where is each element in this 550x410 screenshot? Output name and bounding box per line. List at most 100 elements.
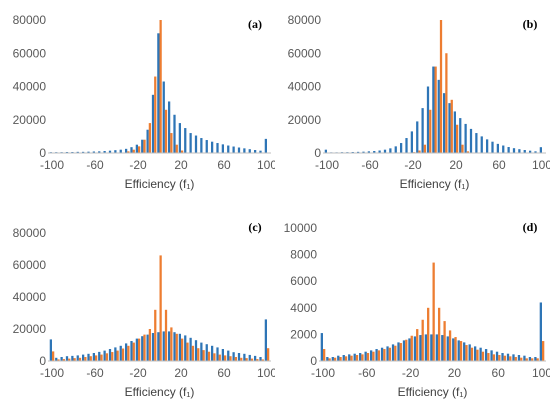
bar-d-s1--5: [424, 334, 428, 361]
bar-c-s2-55: [218, 354, 221, 361]
bar-b-s1--5: [426, 86, 430, 153]
bar-b-s1-65: [502, 145, 505, 153]
bar-d-s2-65: [503, 355, 506, 361]
bar-d-s2-60: [498, 355, 501, 361]
bar-c-s2--100: [52, 351, 55, 361]
bar-c-s2-75: [240, 357, 243, 361]
bar-b-s1-0: [432, 66, 435, 153]
bar-b-s1-50: [485, 139, 489, 153]
bar-a-s1-30: [189, 133, 192, 153]
y-tick-label-c: 80000: [13, 226, 47, 240]
bar-d-s2--45: [383, 349, 386, 361]
bar-c-s2-80: [245, 358, 248, 361]
bar-c-s2--55: [100, 354, 103, 361]
bar-c-s2--25: [132, 342, 135, 361]
bar-c-s2-50: [213, 353, 216, 361]
bar-a-s1--20: [135, 144, 138, 153]
x-axis-title-d: Efficiency (f₁): [398, 385, 468, 399]
bar-a-s1-50: [210, 141, 214, 153]
bar-a-s1--15: [141, 139, 144, 153]
bar-c-s1-40: [200, 342, 203, 361]
bar-b-s2--15: [418, 150, 421, 153]
bar-c-s2-40: [202, 350, 205, 361]
bar-a-s1--5: [151, 94, 155, 153]
bar-a-s1-55: [216, 143, 219, 153]
bar-d-s1-90: [528, 357, 532, 361]
x-tick-label-c: -100: [40, 366, 64, 380]
bar-d-s2-50: [487, 353, 490, 361]
bar-d-s1-15: [446, 336, 449, 361]
bar-d-s1--40: [386, 346, 389, 361]
bar-c-s2-10: [170, 327, 173, 361]
bar-d-s2--35: [394, 345, 397, 361]
bar-d-s2--95: [328, 358, 331, 361]
bar-d-s2-75: [514, 357, 517, 361]
y-tick-label-d: 8000: [290, 248, 317, 262]
x-tick-label-c: -20: [129, 366, 147, 380]
bar-a-s2-0: [159, 20, 162, 153]
x-tick-label-b: 20: [449, 158, 463, 172]
bar-d-s1--100: [320, 333, 323, 361]
bar-a-s1--30: [124, 148, 128, 153]
bar-a-s1-70: [232, 146, 235, 153]
bar-b-s2--10: [423, 144, 427, 153]
bar-c-s2-30: [191, 345, 195, 361]
bar-a-s1-90: [253, 150, 257, 153]
bar-d-s1-5: [435, 334, 438, 361]
x-tick-label-a: 20: [174, 158, 188, 172]
bar-b-s1--55: [373, 151, 376, 153]
bar-c-s2--90: [62, 359, 66, 361]
bar-c-s1--85: [65, 356, 69, 361]
y-tick-label-b: 60000: [288, 46, 322, 60]
bar-d-s2-85: [525, 358, 528, 361]
bar-a-s1--40: [114, 150, 117, 153]
bar-c-s1-45: [205, 344, 208, 361]
bar-c-s2-25: [186, 342, 189, 361]
bar-d-s1--85: [337, 355, 340, 361]
bar-c-s2--50: [105, 353, 109, 361]
bar-d-s2--85: [339, 357, 342, 361]
bar-c-s1--40: [114, 347, 117, 361]
x-tick-label-a: 100: [257, 158, 277, 172]
bar-c-s1--80: [71, 355, 74, 361]
bar-b-s1--40: [389, 148, 392, 153]
bar-d-s2-95: [536, 358, 539, 361]
bar-d-s2--90: [333, 357, 337, 361]
chart-panel-b: 0 20000 40000 60000 80000 -100 -60 -20 20 60 100 Ef…: [275, 0, 550, 205]
bar-d-s2-80: [520, 357, 523, 361]
x-tick-label-d: 20: [448, 366, 462, 380]
bar-c-s1-10: [167, 331, 171, 361]
y-tick-label-a: 40000: [13, 80, 47, 94]
bar-d-s2-90: [531, 358, 534, 361]
x-tick-label-b: 100: [532, 158, 550, 172]
bar-a-s2--5: [154, 76, 157, 153]
bar-a-s1--60: [92, 151, 95, 153]
bar-c-s1-75: [237, 353, 241, 361]
bar-c-s1-70: [232, 352, 235, 361]
bar-c-s1-30: [189, 337, 192, 361]
bar-c-s1-0: [157, 332, 160, 361]
bar-b-s1-10: [442, 93, 446, 153]
x-tick-label-b: 60: [492, 158, 506, 172]
bar-b-s1-30: [464, 123, 467, 153]
bar-d-s2-35: [470, 347, 474, 361]
bar-a-s2-20: [181, 150, 184, 153]
bar-a-s1-5: [162, 81, 165, 153]
bar-c-s1-5: [162, 331, 165, 361]
bar-d-s2-100: [542, 341, 545, 361]
bar-b-s1--45: [383, 149, 387, 153]
bar-b-s1-15: [448, 103, 451, 154]
bar-d-s1--30: [397, 342, 400, 361]
bar-b-s1-55: [491, 141, 494, 153]
y-tick-label-c: 40000: [13, 290, 47, 304]
bar-c-s2--80: [73, 358, 76, 361]
bar-d-s2--65: [361, 354, 364, 361]
bar-c-s1--5: [151, 333, 155, 361]
bar-b-s1-5: [437, 79, 440, 153]
bar-c-s2-100: [267, 348, 270, 361]
bar-d-s1--70: [353, 353, 356, 361]
bar-d-s1-75: [512, 354, 515, 361]
x-axis-title-c: Efficiency (f₁): [125, 385, 195, 399]
bar-c-s2-20: [181, 338, 184, 361]
bar-a-s2-5: [164, 109, 168, 153]
